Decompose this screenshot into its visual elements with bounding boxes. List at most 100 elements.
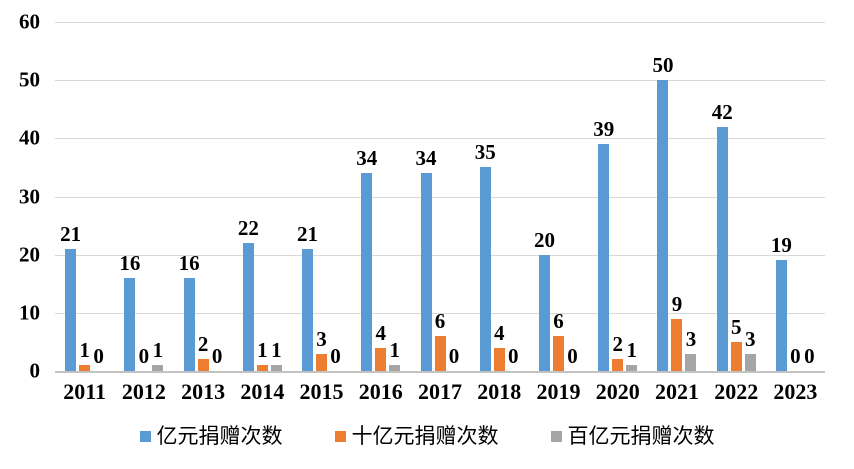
bar-value-label: 3	[744, 326, 756, 351]
bar-group-2021: 50 9 3	[647, 22, 706, 371]
bar-series-0-2016	[361, 173, 373, 371]
bar-series-1-2018	[493, 347, 505, 371]
bar-value-label: 4	[375, 320, 387, 345]
x-axis-year-label: 2017	[418, 379, 463, 404]
x-axis-year-label: 2011	[63, 379, 107, 404]
bar-series-2-2021	[685, 353, 697, 371]
bar-slot: 0	[93, 22, 104, 371]
bar-slot: 50	[652, 22, 673, 371]
bar-series-2-2020	[626, 365, 638, 371]
bar-value-label: 2	[197, 332, 209, 357]
legend-item-series-2: 百亿元捐赠次数	[550, 424, 715, 449]
bar-slot: 39	[593, 22, 614, 371]
x-axis-year-label: 2019	[536, 379, 581, 404]
x-axis-year-label: 2023	[773, 379, 818, 404]
legend-item-series-0: 亿元捐赠次数	[139, 424, 283, 449]
bar-slot: 1	[256, 22, 268, 371]
bar-slot: 3	[316, 22, 328, 371]
bar-value-label: 4	[494, 320, 505, 345]
bar-slot: 1	[626, 22, 638, 371]
bar-value-label: 34	[415, 146, 437, 171]
bar-group-2012: 16 0 1	[114, 22, 173, 371]
bar-value-label: 1	[271, 338, 282, 363]
bar-series-0-2020	[598, 144, 610, 371]
bar-value-label: 1	[152, 338, 164, 363]
bar-series-2-2022	[744, 353, 756, 371]
bar-slot: 20	[534, 22, 555, 371]
y-axis-tick-label: 30	[19, 184, 40, 208]
bar-series-1-2020	[612, 359, 624, 371]
bar-value-label: 0	[790, 344, 801, 368]
bar-value-label: 0	[93, 344, 104, 368]
bar-slot: 34	[356, 22, 377, 371]
bar-group-2017: 34 6 0	[410, 22, 469, 371]
bar-slot: 1	[152, 22, 164, 371]
bar-slot: 22	[238, 22, 259, 371]
gridline	[55, 312, 825, 314]
y-axis-tick-label: 0	[29, 358, 41, 383]
bar-slot: 9	[671, 22, 683, 371]
bar-series-1-2013	[197, 359, 209, 371]
bar-value-label: 39	[593, 117, 615, 142]
bar-slot: 1	[389, 22, 401, 371]
gridline	[55, 80, 825, 82]
x-axis-year-label: 2012	[121, 379, 166, 404]
x-axis-year-label: 2018	[477, 379, 522, 404]
bar-group-2020: 39 2 1	[588, 22, 647, 371]
bar-slot: 34	[416, 22, 437, 371]
bar-series-0-2019	[538, 254, 550, 371]
gridline	[55, 254, 825, 256]
bar-group-2022: 42 5 3	[707, 22, 766, 371]
bar-value-label: 0	[211, 344, 223, 368]
bar-series-0-2011	[65, 248, 77, 371]
bar-slot: 1	[270, 22, 282, 371]
bar-groups: 21 1 0 16 0 1 16 2 0 22 1 1 21 3 0 34 4 1 34 6 0 35 4 0 20 6 0 39 2 1…	[55, 22, 825, 371]
legend-label: 亿元捐赠次数	[156, 424, 283, 448]
bar-series-1-2011	[79, 365, 91, 371]
bar-value-label: 2	[612, 332, 623, 357]
legend-swatch	[334, 431, 346, 443]
bar-value-label: 0	[448, 344, 460, 368]
bar-value-label: 1	[626, 338, 637, 363]
bar-value-label: 1	[389, 338, 401, 363]
bar-value-label: 21	[297, 221, 319, 246]
y-axis: 0 10 20 30 40 50 60	[0, 11, 44, 381]
bar-value-label: 42	[711, 99, 733, 124]
legend: 亿元捐赠次数 十亿元捐赠次数 百亿元捐赠次数	[0, 424, 854, 449]
bar-slot: 6	[552, 22, 564, 371]
bar-series-1-2016	[375, 347, 387, 371]
bar-slot: 2	[612, 22, 624, 371]
x-axis-year-label: 2013	[181, 379, 226, 404]
bar-value-label: 5	[730, 314, 742, 339]
bar-group-2018: 35 4 0	[470, 22, 529, 371]
bar-group-2016: 34 4 1	[351, 22, 410, 371]
legend-label: 十亿元捐赠次数	[351, 424, 499, 448]
bar-series-1-2022	[730, 341, 742, 371]
gridline	[55, 138, 825, 140]
bar-slot: 19	[771, 22, 792, 371]
bar-series-1-2015	[316, 353, 328, 371]
plot-area: 21 1 0 16 0 1 16 2 0 22 1 1 21 3 0 34 4 1 34 6 0 35 4 0 20 6 0 39 2 1…	[55, 22, 825, 373]
bar-series-0-2022	[716, 126, 728, 371]
bar-group-2013: 16 2 0	[173, 22, 232, 371]
bar-value-label: 34	[356, 146, 378, 171]
bar-value-label: 0	[804, 344, 815, 368]
bar-slot: 0	[567, 22, 578, 371]
bar-series-2-2016	[389, 365, 401, 371]
bar-value-label: 3	[685, 326, 697, 351]
legend-swatch	[139, 431, 151, 443]
bar-series-0-2018	[479, 167, 491, 371]
bar-value-label: 9	[671, 291, 683, 316]
legend-swatch	[550, 431, 562, 443]
x-axis-year-label: 2021	[654, 379, 699, 404]
bar-series-0-2012	[124, 277, 136, 371]
bar-series-1-2021	[671, 318, 683, 371]
bar-slot: 0	[790, 22, 801, 371]
y-axis-tick-label: 10	[19, 300, 40, 325]
bar-group-2014: 22 1 1	[233, 22, 292, 371]
bar-series-2-2014	[270, 365, 282, 371]
bar-slot: 16	[179, 22, 200, 371]
bar-slot: 42	[712, 22, 733, 371]
bar-value-label: 1	[79, 338, 90, 363]
x-axis: 2011 2012 2013 2014 2015 2016 2017 2018 2019 2020…	[55, 381, 825, 403]
